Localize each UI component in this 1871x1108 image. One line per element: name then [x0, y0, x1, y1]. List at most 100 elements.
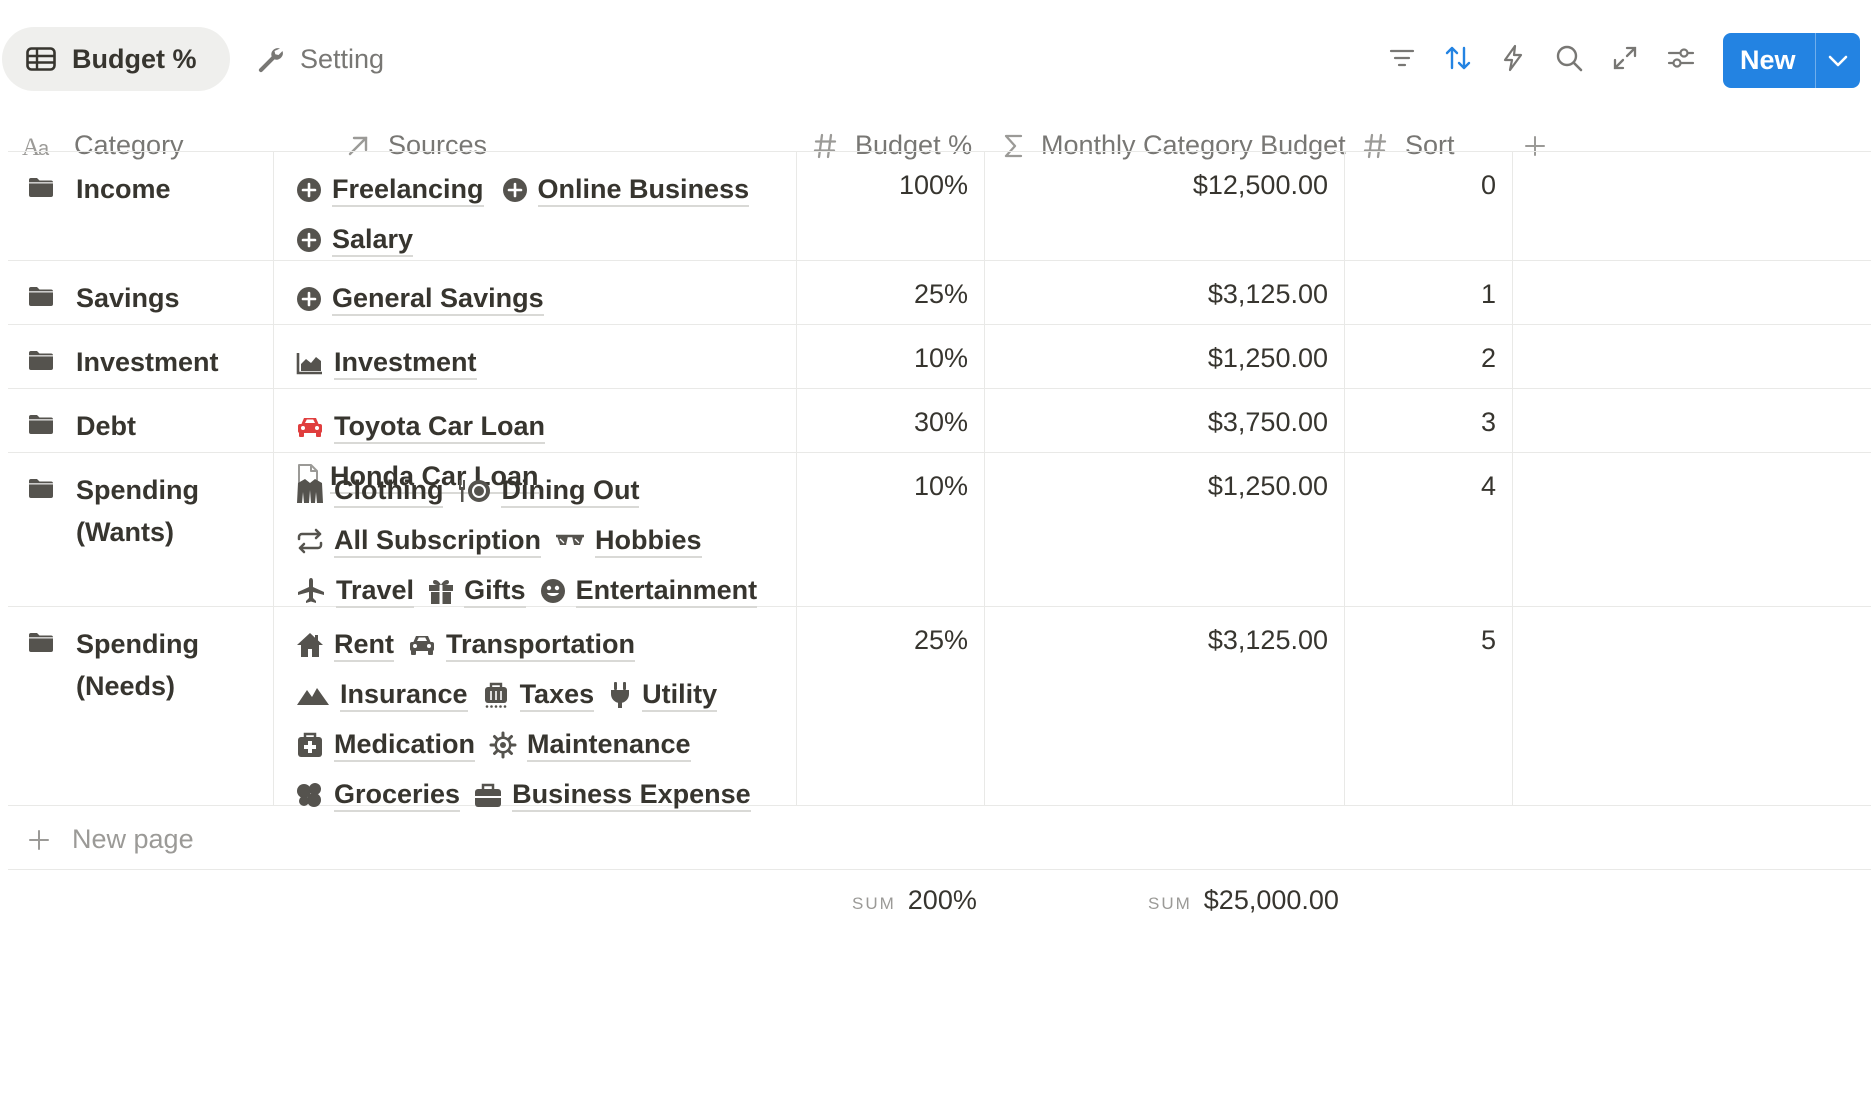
- source-tag[interactable]: Dining Out: [457, 474, 640, 508]
- cell-sources[interactable]: Toyota Car Loan Honda Car Loan: [274, 410, 796, 494]
- svg-text:a: a: [38, 138, 50, 158]
- source-label: Utility: [642, 678, 718, 712]
- table-icon: [26, 47, 56, 71]
- cell-sources[interactable]: Investment: [274, 346, 796, 380]
- jacket-icon: [297, 479, 323, 503]
- cell-sort[interactable]: 5: [1480, 625, 1496, 655]
- source-label: Medication: [334, 728, 476, 762]
- column-header-sort[interactable]: Sort: [1363, 110, 1523, 181]
- source-tag[interactable]: Business Expense: [474, 778, 751, 812]
- sum-budget-pct[interactable]: SUM 200%: [852, 885, 977, 916]
- cell-monthly-budget[interactable]: $12,500.00: [1192, 170, 1328, 200]
- source-tag[interactable]: Honda Car Loan: [296, 460, 539, 494]
- cell-monthly-budget[interactable]: $1,250.00: [1207, 471, 1328, 501]
- cell-monthly-budget[interactable]: $1,250.00: [1207, 343, 1328, 373]
- column-header-budget-pct[interactable]: Budget %: [813, 110, 993, 181]
- sort-icon[interactable]: [1443, 43, 1473, 73]
- source-label: Freelancing: [332, 173, 484, 207]
- source-tag[interactable]: Salary: [296, 223, 414, 257]
- new-button[interactable]: New: [1723, 33, 1860, 88]
- groceries-icon: [297, 783, 321, 807]
- source-tag[interactable]: Rent: [296, 628, 394, 662]
- cell-sources[interactable]: General Savings: [274, 282, 796, 316]
- folder-icon: [29, 479, 53, 498]
- gear-icon: [489, 731, 517, 759]
- new-page-button[interactable]: New page: [28, 824, 194, 855]
- source-label: All Subscription: [334, 524, 542, 558]
- filter-icon[interactable]: [1387, 43, 1417, 73]
- source-label: Honda Car Loan: [330, 460, 539, 494]
- source-tag[interactable]: Freelancing: [296, 173, 484, 207]
- category-name: Savings: [76, 283, 180, 313]
- new-dropdown-button[interactable]: [1816, 55, 1860, 67]
- column-divider: [1344, 151, 1345, 805]
- cell-sources[interactable]: Clothing Dining Out All Subscription Hob…: [274, 474, 796, 608]
- cell-category[interactable]: Savings: [8, 281, 273, 319]
- source-tag[interactable]: Toyota Car Loan: [296, 410, 546, 444]
- source-tag[interactable]: Transportation: [408, 628, 636, 662]
- cell-monthly-budget[interactable]: $3,125.00: [1207, 279, 1328, 309]
- new-button-divider: [1815, 33, 1816, 88]
- source-tag[interactable]: Medication: [296, 728, 476, 762]
- column-header-label: Monthly Category Budget: [1041, 130, 1346, 160]
- cell-category[interactable]: Spending (Needs): [8, 627, 273, 707]
- cell-monthly-budget[interactable]: $3,125.00: [1207, 625, 1328, 655]
- cell-budget-pct[interactable]: 25%: [913, 279, 968, 309]
- row-divider: [8, 805, 1871, 806]
- cell-category[interactable]: Debt: [8, 409, 273, 447]
- search-icon[interactable]: [1554, 43, 1584, 73]
- cell-budget-pct[interactable]: 100%: [898, 170, 968, 200]
- sum-key: SUM: [1148, 894, 1192, 913]
- cell-sort[interactable]: 4: [1480, 471, 1496, 501]
- cell-sources[interactable]: Freelancing Online Business Salary: [274, 173, 796, 257]
- source-tag[interactable]: Gifts: [428, 574, 526, 608]
- column-divider: [984, 151, 985, 805]
- plus-icon: [1525, 135, 1545, 156]
- settings-icon[interactable]: [1666, 43, 1696, 73]
- source-tag[interactable]: Insurance: [296, 678, 468, 712]
- column-header-sources[interactable]: Sources: [346, 110, 796, 181]
- cell-category[interactable]: Spending (Wants): [8, 473, 273, 553]
- cell-sources[interactable]: Rent Transportation Insurance Taxes Util…: [274, 628, 796, 812]
- cell-category[interactable]: Investment: [8, 345, 273, 383]
- automation-icon[interactable]: [1498, 43, 1528, 73]
- cell-budget-pct[interactable]: 30%: [913, 407, 968, 437]
- row-divider: [8, 606, 1871, 607]
- sum-monthly-budget[interactable]: SUM $25,000.00: [1148, 885, 1339, 916]
- source-label: General Savings: [332, 282, 544, 316]
- cell-sort[interactable]: 3: [1480, 407, 1496, 437]
- sum-value: 200%: [907, 885, 977, 915]
- source-tag[interactable]: Online Business: [502, 173, 750, 207]
- source-tag[interactable]: Entertainment: [540, 574, 758, 608]
- view-tab-setting[interactable]: Setting: [250, 27, 420, 91]
- source-tag[interactable]: Clothing: [296, 474, 444, 508]
- cell-sort[interactable]: 1: [1480, 279, 1496, 309]
- column-header-label: Sources: [388, 130, 488, 160]
- cell-category[interactable]: Income: [8, 172, 273, 210]
- source-tag[interactable]: Maintenance: [489, 728, 691, 762]
- add-property-button[interactable]: [1524, 110, 1584, 181]
- cell-monthly-budget[interactable]: $3,750.00: [1207, 407, 1328, 437]
- source-tag[interactable]: General Savings: [296, 282, 544, 316]
- dining-icon: [459, 480, 491, 502]
- cell-budget-pct[interactable]: 25%: [913, 625, 968, 655]
- column-header-category[interactable]: A a Category: [22, 110, 322, 181]
- cell-sort[interactable]: 0: [1480, 170, 1496, 200]
- source-tag[interactable]: All Subscription: [296, 524, 542, 558]
- text-property-icon: A a: [22, 134, 50, 158]
- source-tag[interactable]: Taxes: [482, 678, 595, 712]
- folder-icon: [29, 633, 53, 652]
- new-button-label: New: [1740, 45, 1796, 75]
- source-tag[interactable]: Utility: [608, 678, 718, 712]
- expand-icon[interactable]: [1610, 43, 1640, 73]
- cell-sort[interactable]: 2: [1480, 343, 1496, 373]
- source-tag[interactable]: Hobbies: [555, 524, 702, 558]
- source-tag[interactable]: Investment: [296, 346, 477, 380]
- cell-budget-pct[interactable]: 10%: [913, 343, 968, 373]
- source-tag[interactable]: Travel: [296, 574, 415, 608]
- column-header-monthly[interactable]: Monthly Category Budget: [1003, 110, 1353, 181]
- source-tag[interactable]: Groceries: [296, 778, 461, 812]
- column-header-label: Budget %: [855, 130, 973, 160]
- cell-budget-pct[interactable]: 10%: [913, 471, 968, 501]
- view-tab-budget[interactable]: Budget %: [2, 27, 230, 91]
